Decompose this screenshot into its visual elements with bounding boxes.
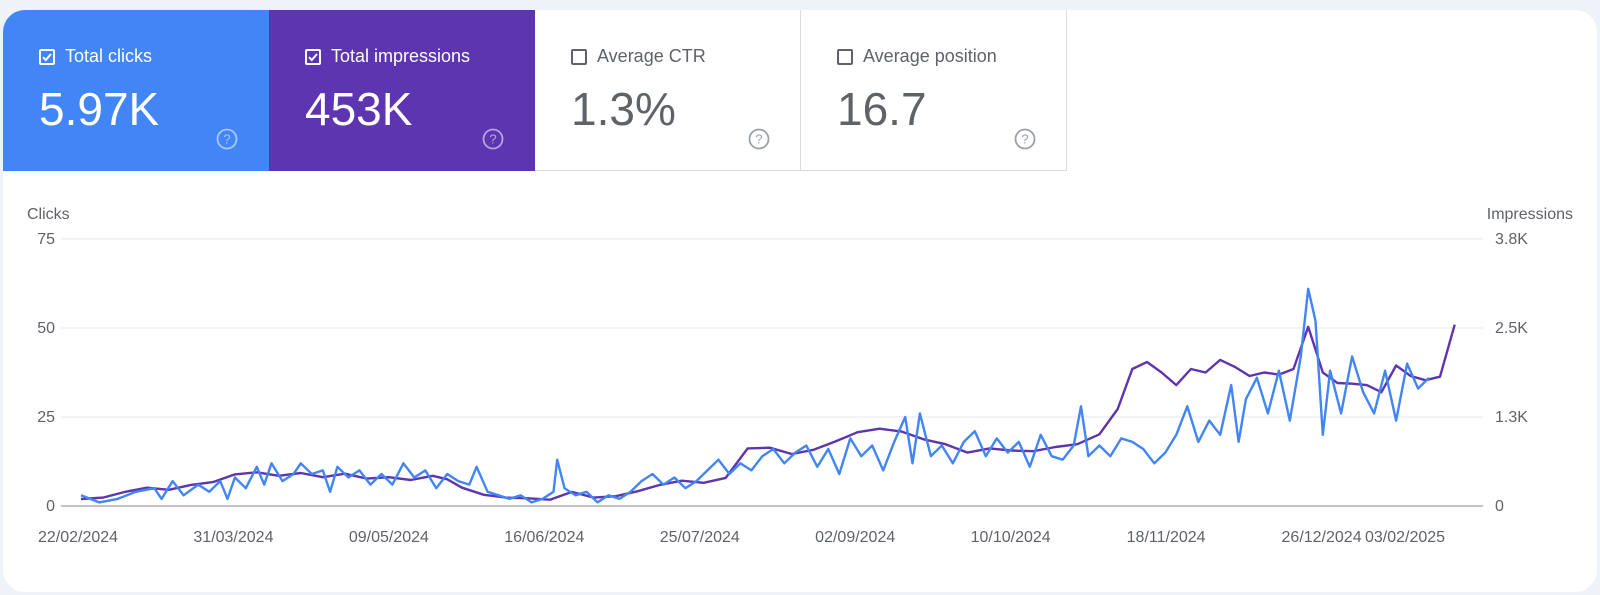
performance-panel: Total clicks 5.97K ? Total impressions 4… xyxy=(3,10,1597,592)
series-line-clicks xyxy=(80,287,1430,504)
y-right-tick-label: 2.5K xyxy=(1495,320,1528,337)
card-label: Average position xyxy=(863,46,997,66)
checkbox-unchecked-icon[interactable] xyxy=(837,48,853,65)
help-icon[interactable]: ? xyxy=(216,128,238,155)
x-tick-label: 22/02/2024 xyxy=(38,529,118,546)
help-icon[interactable]: ? xyxy=(748,128,770,155)
svg-text:?: ? xyxy=(755,132,762,147)
card-value: 453K xyxy=(305,83,413,135)
x-tick-label: 31/03/2024 xyxy=(193,529,273,546)
x-tick-label: 16/06/2024 xyxy=(504,529,584,546)
x-tick-label: 02/09/2024 xyxy=(815,529,895,546)
checkbox-checked-icon[interactable] xyxy=(305,48,321,65)
average-position-card[interactable]: Average position 16.7 ? xyxy=(801,10,1067,171)
left-axis-title: Clicks xyxy=(27,206,70,223)
card-value: 16.7 xyxy=(837,83,927,135)
y-right-tick-label: 1.3K xyxy=(1495,409,1528,426)
card-value: 1.3% xyxy=(571,83,676,135)
y-left-tick-label: 50 xyxy=(37,320,55,337)
svg-text:?: ? xyxy=(223,132,230,147)
checkbox-unchecked-icon[interactable] xyxy=(571,48,587,65)
x-tick-label: 03/02/2025 xyxy=(1365,529,1445,546)
total-impressions-card[interactable]: Total impressions 453K ? xyxy=(269,10,535,171)
y-left-tick-label: 25 xyxy=(37,409,55,426)
x-tick-label: 26/12/2024 xyxy=(1282,529,1362,546)
checkbox-checked-icon[interactable] xyxy=(39,48,55,65)
metric-cards: Total clicks 5.97K ? Total impressions 4… xyxy=(3,10,1067,172)
svg-text:?: ? xyxy=(489,132,496,147)
average-ctr-card[interactable]: Average CTR 1.3% ? xyxy=(535,10,801,171)
performance-chart: 0 0 25 1.3K 50 2.5K 75 3.8K 22/02/2024 31/03/2024… xyxy=(37,231,1528,546)
card-value: 5.97K xyxy=(39,83,160,135)
help-icon[interactable]: ? xyxy=(482,128,504,155)
y-left-tick-label: 0 xyxy=(46,498,55,515)
right-axis-title: Impressions xyxy=(1486,206,1573,223)
total-clicks-card[interactable]: Total clicks 5.97K ? xyxy=(3,10,269,171)
svg-text:?: ? xyxy=(1021,132,1028,147)
y-right-tick-label: 3.8K xyxy=(1495,231,1528,248)
help-icon[interactable]: ? xyxy=(1014,128,1036,155)
y-left-tick-label: 75 xyxy=(37,231,55,248)
series-line-impressions xyxy=(80,324,1456,501)
x-tick-label: 09/05/2024 xyxy=(349,529,429,546)
x-tick-label: 10/10/2024 xyxy=(971,529,1051,546)
card-label: Total clicks xyxy=(65,46,153,66)
card-label: Total impressions xyxy=(331,46,471,66)
x-tick-label: 25/07/2024 xyxy=(660,529,740,546)
y-right-tick-label: 0 xyxy=(1495,498,1504,515)
card-label: Average CTR xyxy=(597,46,706,66)
x-tick-label: 18/11/2024 xyxy=(1127,529,1206,546)
